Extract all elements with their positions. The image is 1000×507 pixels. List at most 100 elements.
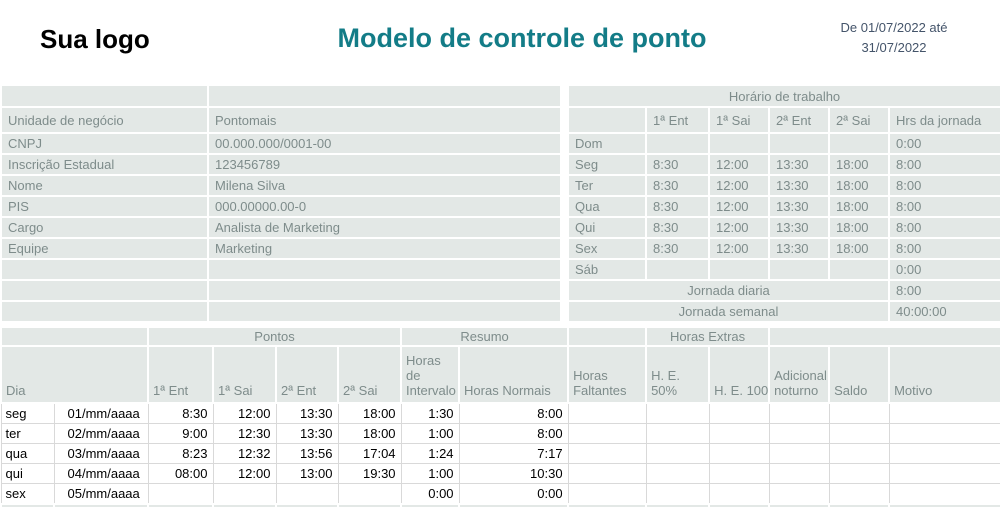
schedule-time-cell[interactable]: 13:30 [768, 216, 830, 239]
timesheet-sai1[interactable]: 12:32 [212, 443, 277, 464]
schedule-time-cell[interactable]: 12:00 [708, 153, 770, 176]
header-sai2: 2ª Sai [336, 345, 403, 404]
schedule-time-cell[interactable] [828, 258, 890, 281]
timesheet-he100[interactable] [708, 402, 770, 424]
timesheet-sai1[interactable]: 12:00 [212, 463, 277, 484]
schedule-time-cell[interactable] [645, 258, 710, 281]
timesheet-motivo[interactable] [888, 443, 1000, 464]
timesheet-faltantes[interactable] [567, 463, 647, 484]
timesheet-ent1[interactable] [147, 483, 214, 505]
employee-value-cnpj[interactable]: 00.000.000/0001-00 [207, 132, 562, 155]
timesheet-sai1[interactable]: 12:30 [212, 423, 277, 444]
work-schedule-table: Horário de trabalho 1ª Ent 1ª Sai 2ª Ent… [566, 84, 1000, 323]
timesheet-saldo[interactable] [828, 483, 890, 505]
timesheet-adicional[interactable] [768, 443, 830, 464]
employee-value-inscricao[interactable]: 123456789 [207, 153, 562, 176]
schedule-time-cell[interactable]: 18:00 [828, 237, 890, 260]
timesheet-sai2[interactable]: 17:04 [337, 443, 402, 464]
timesheet-he50[interactable] [645, 423, 710, 444]
schedule-time-cell[interactable]: 12:00 [708, 216, 770, 239]
schedule-time-cell[interactable] [828, 132, 890, 155]
timesheet-sai1[interactable] [212, 483, 277, 505]
timesheet-he50[interactable] [645, 463, 710, 484]
schedule-time-cell[interactable] [708, 132, 770, 155]
timesheet-sai2[interactable]: 18:00 [337, 402, 402, 424]
timesheet-faltantes[interactable] [567, 402, 647, 424]
timesheet-normais: 10:30 [458, 463, 569, 484]
timesheet-motivo[interactable] [888, 402, 1000, 424]
timesheet-ent1[interactable]: 9:00 [147, 423, 214, 444]
employee-value-equipe[interactable]: Marketing [207, 237, 562, 260]
timesheet-date[interactable]: 04/mm/aaaa [53, 463, 149, 484]
schedule-time-cell[interactable] [768, 258, 830, 281]
schedule-day-label: Ter [567, 174, 647, 197]
timesheet-sai1[interactable]: 12:00 [212, 402, 277, 424]
timesheet-he50[interactable] [645, 483, 710, 505]
timesheet-motivo[interactable] [888, 483, 1000, 505]
schedule-time-cell[interactable] [645, 132, 710, 155]
timesheet-intervalo: 0:00 [400, 483, 460, 505]
timesheet-ent1[interactable]: 8:30 [147, 402, 214, 424]
timesheet-faltantes[interactable] [567, 443, 647, 464]
timesheet-ent2[interactable] [275, 483, 339, 505]
timesheet-adicional[interactable] [768, 483, 830, 505]
timesheet-ent2[interactable]: 13:30 [275, 402, 339, 424]
schedule-time-cell[interactable]: 12:00 [708, 237, 770, 260]
timesheet-saldo[interactable] [828, 443, 890, 464]
schedule-time-cell[interactable]: 13:30 [768, 237, 830, 260]
timesheet-ent2[interactable]: 13:00 [275, 463, 339, 484]
timesheet-sai2[interactable]: 18:00 [337, 423, 402, 444]
timesheet-adicional[interactable] [768, 423, 830, 444]
schedule-time-cell[interactable]: 18:00 [828, 174, 890, 197]
timesheet-he100[interactable] [708, 483, 770, 505]
schedule-time-cell[interactable]: 8:30 [645, 174, 710, 197]
timesheet-he100[interactable] [708, 443, 770, 464]
timesheet-faltantes[interactable] [567, 483, 647, 505]
schedule-header-sai1: 1ª Sai [708, 106, 770, 134]
schedule-time-cell[interactable]: 12:00 [708, 174, 770, 197]
timesheet-sai2[interactable] [337, 483, 402, 505]
timesheet-faltantes[interactable] [567, 423, 647, 444]
schedule-time-cell[interactable]: 18:00 [828, 195, 890, 218]
schedule-time-cell[interactable]: 18:00 [828, 153, 890, 176]
schedule-time-cell[interactable] [708, 258, 770, 281]
timesheet-he50[interactable] [645, 402, 710, 424]
employee-value-nome[interactable]: Milena Silva [207, 174, 562, 197]
timesheet-he100[interactable] [708, 463, 770, 484]
timesheet-adicional[interactable] [768, 402, 830, 424]
schedule-time-cell[interactable] [768, 132, 830, 155]
timesheet-ent1[interactable]: 08:00 [147, 463, 214, 484]
schedule-time-cell[interactable]: 8:30 [645, 195, 710, 218]
schedule-time-cell[interactable]: 8:30 [645, 153, 710, 176]
timesheet-ent2[interactable]: 13:56 [275, 443, 339, 464]
page-title: Modelo de controle de ponto [337, 23, 707, 53]
timesheet-sai2[interactable]: 19:30 [337, 463, 402, 484]
timesheet-motivo[interactable] [888, 463, 1000, 484]
schedule-time-cell[interactable]: 18:00 [828, 216, 890, 239]
timesheet-date[interactable]: 01/mm/aaaa [53, 402, 149, 424]
timesheet-saldo[interactable] [828, 402, 890, 424]
timesheet-he50[interactable] [645, 443, 710, 464]
timesheet-date[interactable]: 05/mm/aaaa [53, 483, 149, 505]
schedule-time-cell[interactable]: 8:30 [645, 237, 710, 260]
schedule-time-cell[interactable]: 13:30 [768, 174, 830, 197]
timesheet-intervalo: 1:30 [400, 402, 460, 424]
timesheet-saldo[interactable] [828, 463, 890, 484]
timesheet-he100[interactable] [708, 423, 770, 444]
group-resumo: Resumo [400, 326, 570, 347]
schedule-time-cell[interactable]: 13:30 [768, 195, 830, 218]
header-adicional-noturno: Adicional noturno [768, 345, 831, 404]
schedule-time-cell[interactable]: 12:00 [708, 195, 770, 218]
timesheet-date[interactable]: 03/mm/aaaa [53, 443, 149, 464]
timesheet-ent1[interactable]: 8:23 [147, 443, 214, 464]
schedule-time-cell[interactable]: 8:30 [645, 216, 710, 239]
timesheet-date[interactable]: 02/mm/aaaa [53, 423, 149, 444]
timesheet-adicional[interactable] [768, 463, 830, 484]
employee-value-cargo[interactable]: Analista de Marketing [207, 216, 562, 239]
employee-value-pis[interactable]: 000.00000.00-0 [207, 195, 562, 218]
timesheet-saldo[interactable] [828, 423, 890, 444]
timesheet-ent2[interactable]: 13:30 [275, 423, 339, 444]
employee-value-unidade[interactable]: Pontomais [207, 106, 562, 134]
timesheet-motivo[interactable] [888, 423, 1000, 444]
schedule-time-cell[interactable]: 13:30 [768, 153, 830, 176]
